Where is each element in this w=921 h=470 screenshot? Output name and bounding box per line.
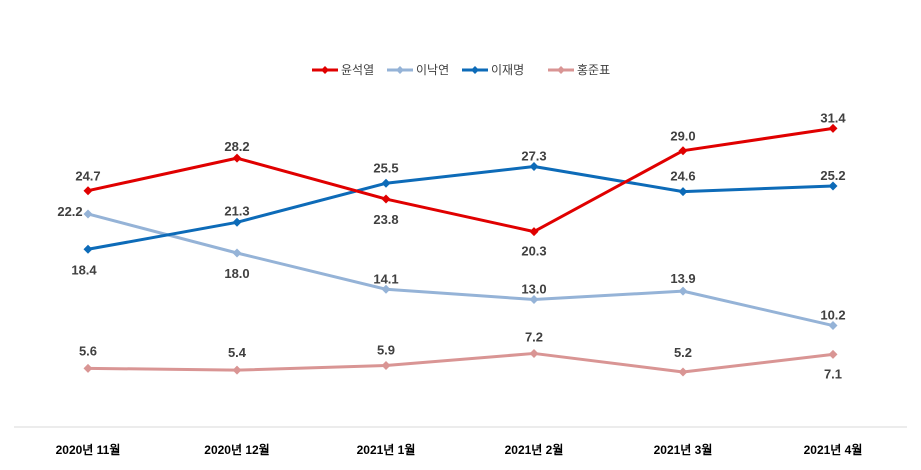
data-point — [678, 367, 688, 377]
data-label: 31.4 — [820, 110, 846, 125]
x-axis-tick-labels: 2020년 11월 2020년 12월 2021년 1월 2021년 2월 2021년 … — [56, 442, 863, 457]
legend-label: 이낙연 — [416, 63, 449, 77]
legend-label: 윤석열 — [341, 63, 374, 77]
data-label: 29.0 — [670, 129, 695, 144]
data-label: 5.9 — [377, 343, 395, 358]
legend-swatch-marker — [471, 66, 479, 74]
data-point — [828, 181, 838, 191]
data-point — [83, 363, 93, 373]
data-label: 5.6 — [79, 343, 97, 358]
data-label: 7.1 — [824, 366, 842, 381]
data-label: 18.4 — [71, 262, 97, 277]
data-point — [828, 321, 838, 331]
legend-item: 홍준표 — [548, 63, 610, 77]
data-point — [678, 146, 688, 156]
data-label: 13.9 — [670, 271, 695, 286]
data-label: 20.3 — [521, 244, 546, 259]
data-label: 10.2 — [820, 308, 845, 323]
legend-item: 이낙연 — [387, 63, 449, 77]
data-labels: 5.6 5.4 5.9 7.2 5.2 7.1 22.2 18.0 14.1 13.0 13.9 10… — [57, 110, 846, 381]
data-point — [232, 248, 242, 258]
data-label: 25.5 — [373, 160, 398, 175]
data-point — [83, 186, 93, 196]
data-point — [381, 194, 391, 204]
data-point — [232, 365, 242, 375]
x-tick-label: 2020년 12월 — [204, 442, 269, 457]
series-line-group — [83, 348, 838, 377]
legend-item: 이재명 — [462, 63, 524, 77]
data-label: 18.0 — [224, 266, 249, 281]
data-point — [381, 284, 391, 294]
data-label: 5.4 — [228, 345, 247, 360]
data-point — [828, 123, 838, 133]
data-point — [83, 244, 93, 254]
data-label: 23.8 — [373, 212, 398, 227]
data-point — [678, 286, 688, 296]
data-label: 14.1 — [373, 271, 398, 286]
data-label: 5.2 — [674, 345, 692, 360]
legend-swatch-marker — [321, 66, 329, 74]
legend-swatch-marker — [557, 66, 565, 74]
data-point — [381, 361, 391, 371]
x-tick-label: 2021년 1월 — [357, 442, 416, 457]
legend-swatch-marker — [396, 66, 404, 74]
data-label: 22.2 — [57, 204, 82, 219]
data-label: 25.2 — [820, 168, 845, 183]
data-point — [83, 209, 93, 219]
data-point — [529, 295, 539, 304]
data-label: 28.2 — [224, 139, 249, 154]
data-point — [529, 348, 539, 358]
legend-item: 윤석열 — [312, 63, 374, 77]
data-label: 13.0 — [521, 282, 546, 297]
data-point — [232, 153, 242, 163]
data-label: 7.2 — [525, 329, 543, 344]
series-line — [87, 212, 834, 328]
x-tick-label: 2021년 2월 — [505, 442, 564, 457]
data-label: 24.6 — [670, 169, 695, 184]
data-point — [381, 178, 391, 188]
data-label: 24.7 — [75, 169, 100, 184]
legend-label: 홍준표 — [577, 63, 610, 77]
series-line-group — [83, 162, 838, 254]
data-label: 21.3 — [224, 203, 249, 218]
data-point — [232, 217, 242, 227]
data-point — [678, 187, 688, 197]
legend: 윤석열 이낙연 이재명 홍준표 — [312, 63, 610, 77]
series-line-group — [83, 123, 838, 237]
series-line — [87, 165, 834, 251]
legend-label: 이재명 — [491, 63, 524, 77]
series-line — [87, 126, 834, 234]
x-tick-label: 2021년 3월 — [654, 442, 713, 457]
x-tick-label: 2020년 11월 — [56, 442, 121, 457]
series-line-group — [83, 209, 838, 331]
data-point — [529, 227, 539, 237]
plot-area — [83, 123, 838, 377]
data-point — [828, 349, 838, 359]
data-label: 27.3 — [521, 149, 546, 164]
data-point — [529, 162, 539, 172]
x-tick-label: 2021년 4월 — [804, 442, 863, 457]
series-line — [87, 351, 834, 374]
